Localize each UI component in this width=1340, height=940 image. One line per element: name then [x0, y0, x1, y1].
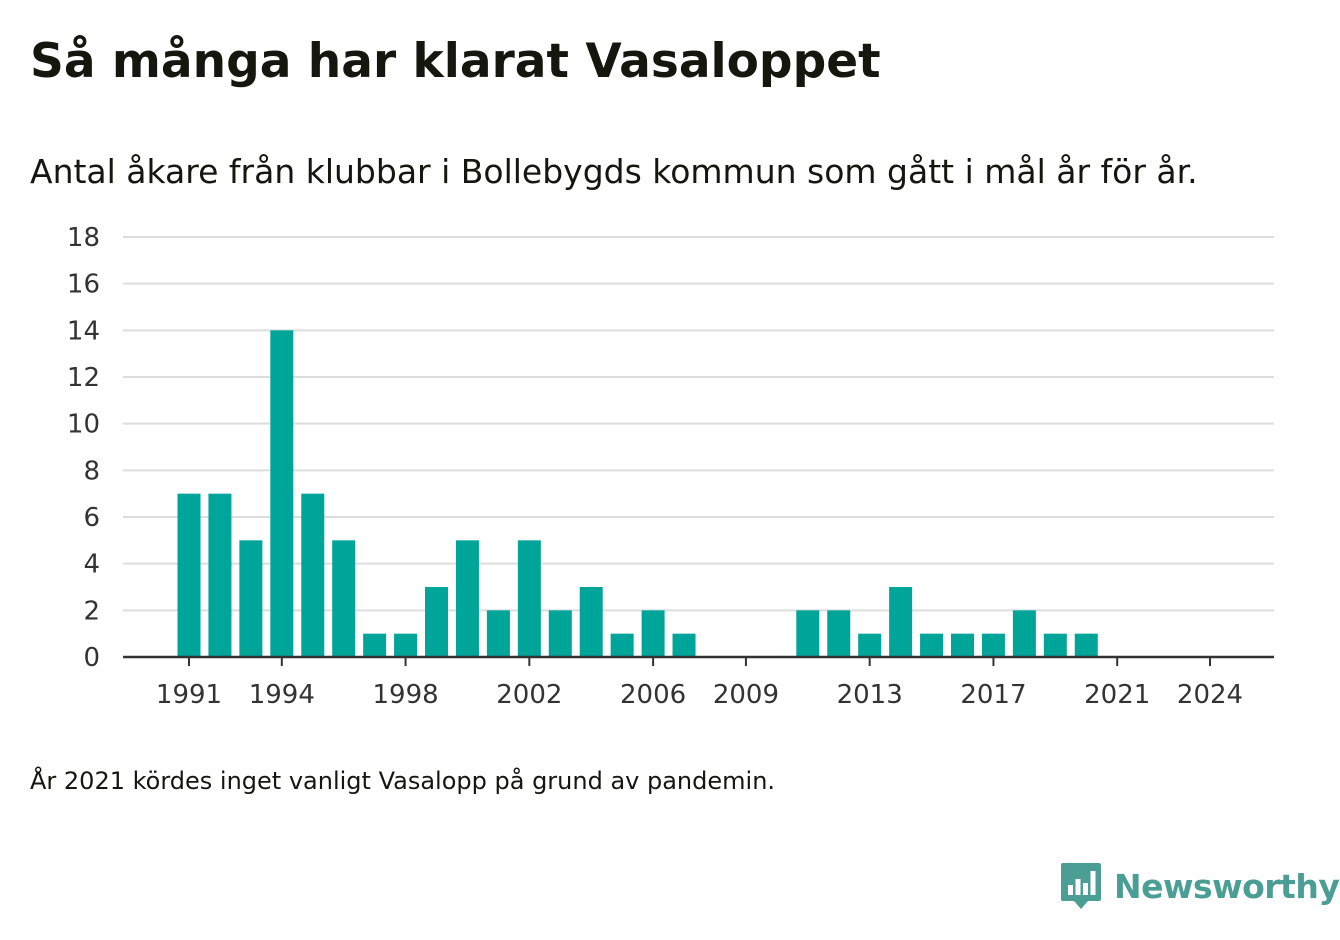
brand-logo: Newsworthy [1060, 860, 1340, 912]
x-tick-label: 2013 [837, 680, 903, 710]
bar-2001 [486, 610, 510, 657]
x-tick-label: 2024 [1177, 680, 1243, 710]
bar-1997 [363, 633, 387, 657]
bar-2007 [672, 633, 696, 657]
bar-2011 [796, 610, 820, 657]
y-tick-label: 16 [67, 270, 100, 300]
bar-1998 [394, 633, 418, 657]
grid-lines [123, 236, 1274, 612]
bar-1996 [332, 540, 356, 657]
bar-2019 [1043, 633, 1067, 657]
bars [177, 330, 1098, 657]
y-tick-label: 14 [67, 316, 100, 346]
bar-2012 [827, 610, 851, 657]
bar-2000 [455, 540, 479, 657]
footnote: År 2021 kördes inget vanligt Vasalopp på… [30, 767, 776, 795]
bar-2018 [1012, 610, 1036, 657]
y-tick-label: 6 [83, 503, 100, 533]
bar-2015 [920, 633, 944, 657]
bar-1993 [239, 540, 263, 657]
y-tick-label: 8 [83, 456, 100, 486]
newsworthy-logo-icon [1061, 863, 1101, 909]
bar-2020 [1074, 633, 1098, 657]
x-tick-label: 1998 [372, 680, 438, 710]
bar-2005 [610, 633, 634, 657]
x-tick-label: 2006 [620, 680, 686, 710]
x-tick-label: 2002 [496, 680, 562, 710]
x-tick-label: 1994 [249, 680, 315, 710]
bar-2013 [858, 633, 882, 657]
bar-1995 [301, 493, 325, 657]
chart-title: Så många har klarat Vasaloppet [30, 34, 881, 89]
x-axis: 1991 1994 1998 2002 2006 2009 2013 2017 2021 2024 [123, 655, 1274, 710]
x-tick-label: 1991 [156, 680, 222, 710]
x-tick-label: 2009 [713, 680, 779, 710]
brand-name: Newsworthy [1114, 866, 1340, 906]
y-tick-label: 18 [67, 223, 100, 253]
bar-1991 [177, 493, 201, 657]
bar-2016 [951, 633, 974, 657]
y-tick-label: 2 [83, 596, 100, 626]
bar-chart: 0 2 4 6 8 10 12 14 16 18 1991 1994 1998 2002 2006 2009… [67, 223, 1274, 710]
bar-1994 [270, 330, 294, 657]
bar-2006 [641, 610, 665, 657]
x-tick-label: 2021 [1084, 680, 1150, 710]
bar-2002 [517, 540, 541, 657]
bar-2014 [889, 587, 913, 657]
bar-2017 [981, 633, 1005, 657]
chart-subtitle: Antal åkare från klubbar i Bollebygds ko… [30, 152, 1198, 191]
y-tick-label: 12 [67, 363, 100, 393]
y-tick-label: 4 [83, 550, 100, 580]
y-tick-label: 0 [83, 643, 100, 673]
bar-2004 [579, 587, 603, 657]
y-axis-labels: 0 2 4 6 8 10 12 14 16 18 [67, 223, 100, 673]
bar-2003 [548, 610, 572, 657]
bar-1999 [425, 587, 449, 657]
y-tick-label: 10 [67, 410, 100, 440]
x-tick-label: 2017 [960, 680, 1026, 710]
bar-1992 [208, 493, 232, 657]
